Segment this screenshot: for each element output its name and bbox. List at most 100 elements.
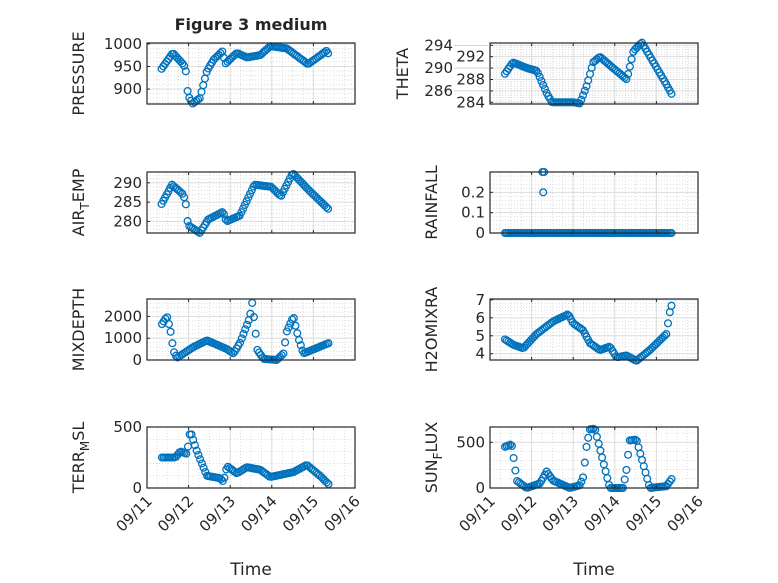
data-point: [660, 331, 669, 340]
data-point: [622, 465, 631, 474]
data-point: [578, 473, 588, 482]
y-tick-label: 950: [113, 57, 142, 75]
y-tick-label: 0: [475, 479, 485, 497]
data-point: [667, 301, 676, 310]
y-axis-label: H2OMIXRA: [422, 287, 441, 373]
y-tick-label: 0.1: [461, 204, 485, 222]
data-point: [237, 334, 246, 343]
axes-box: [146, 298, 356, 361]
y-tick-label: 288: [456, 70, 485, 88]
data-point: [192, 446, 201, 455]
series-air-temp: [157, 169, 333, 237]
data-point: [249, 313, 258, 322]
y-tick-label: 294: [424, 36, 453, 54]
data-point: [279, 349, 288, 358]
y-tick-label: 4: [475, 345, 485, 363]
data-point: [181, 67, 190, 76]
data-point: [620, 475, 629, 484]
data-point: [663, 319, 673, 328]
subplot-mixdepth: 0 1000 2000 MIXDEPTH: [69, 288, 356, 371]
y-axis-label: MIXDEPTH: [69, 288, 88, 371]
data-point: [580, 458, 589, 467]
data-point: [197, 459, 206, 468]
data-point: [242, 197, 251, 206]
data-point: [322, 46, 331, 55]
axes-box: [146, 42, 356, 105]
data-point: [180, 193, 189, 202]
data-point: [296, 341, 305, 350]
data-point: [193, 95, 203, 104]
data-point: [587, 63, 596, 72]
data-point: [239, 204, 248, 213]
data-point: [506, 440, 515, 449]
data-point: [324, 49, 333, 58]
chart-title: Figure 3 medium: [175, 15, 328, 34]
y-axis-label: SUNFLUX: [422, 422, 445, 494]
data-point: [624, 69, 633, 79]
data-point: [281, 338, 290, 347]
y-tick-label: 292: [456, 48, 485, 66]
data-point: [168, 339, 177, 348]
data-point: [190, 441, 199, 450]
data-point: [539, 188, 548, 197]
data-point: [509, 453, 518, 463]
data-point: [539, 80, 548, 89]
data-point: [181, 200, 190, 209]
data-point: [189, 435, 198, 444]
y-tick-label: 290: [424, 59, 453, 77]
data-point: [199, 463, 208, 472]
data-point: [218, 208, 227, 217]
data-point: [194, 450, 203, 460]
axes-box: [146, 426, 356, 489]
data-point: [289, 314, 298, 323]
data-point: [242, 320, 252, 329]
y-tick-label: 0: [132, 479, 142, 497]
x-axis-label: Time: [229, 560, 272, 580]
axes-box: [489, 298, 699, 361]
data-point: [237, 208, 246, 217]
data-point: [282, 327, 291, 336]
data-point: [622, 75, 631, 84]
data-point: [180, 61, 189, 70]
y-axis-label: PRESSURE: [69, 31, 88, 115]
data-point: [166, 327, 175, 336]
data-point: [196, 455, 205, 464]
y-tick-label: 7: [475, 291, 485, 309]
y-axis-label: TERRMSL: [69, 422, 92, 495]
data-point: [277, 351, 286, 360]
data-point: [540, 84, 549, 93]
data-point: [582, 442, 591, 451]
data-point: [251, 329, 260, 338]
data-point: [220, 473, 229, 482]
data-point: [533, 69, 542, 78]
data-point: [667, 89, 676, 98]
data-point: [625, 62, 634, 71]
data-point: [183, 217, 192, 226]
data-point: [182, 449, 191, 458]
series-mixdepth: [157, 298, 333, 365]
y-tick-label: 0.2: [461, 183, 485, 201]
y-tick-label: 286: [424, 82, 453, 100]
y-tick-label: 1000: [104, 35, 142, 53]
data-point: [324, 339, 333, 348]
y-axis-label: THETA: [393, 48, 412, 100]
data-point: [511, 466, 520, 475]
y-tick-label: 900: [113, 80, 142, 98]
data-point: [624, 450, 633, 459]
y-tick-label: 290: [113, 174, 142, 192]
data-point: [577, 477, 586, 486]
subplot-pressure: 900 950 1000 PRESSURE: [69, 31, 356, 116]
x-axis-label: Time: [572, 560, 615, 580]
data-point: [631, 435, 640, 444]
data-point: [322, 478, 331, 487]
data-point: [580, 86, 589, 95]
data-point: [294, 335, 304, 345]
y-axis-label: AIRTEMP: [69, 168, 92, 236]
y-tick-label: 284: [456, 93, 485, 111]
data-point: [322, 203, 331, 212]
series-terr-msl: [157, 430, 333, 489]
y-tick-label: 0: [132, 351, 142, 369]
